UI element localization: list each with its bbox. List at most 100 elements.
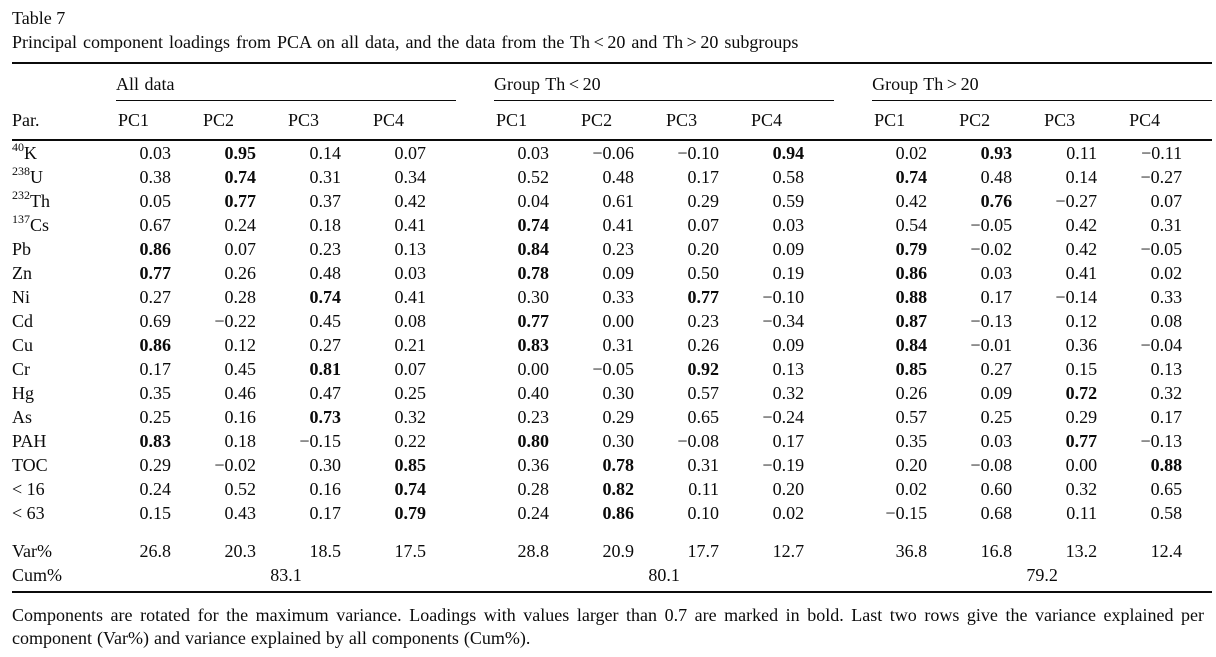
loading-cell: 0.20 (895, 454, 928, 475)
loading-cell: 0.12 (1065, 310, 1098, 331)
column-gap (834, 213, 872, 237)
loading-cell: 0.20 (772, 478, 805, 499)
isotope-superscript: 40 (12, 139, 24, 154)
loading-cell: −0.04 (1140, 334, 1183, 355)
loading-cell: 0.14 (309, 142, 342, 163)
variance-cell: 17.5 (394, 541, 427, 561)
loading-cell: 0.21 (394, 334, 427, 355)
column-gap (456, 563, 495, 593)
loading-cell: −0.19 (762, 454, 805, 475)
column-gap (456, 140, 494, 165)
variance-row: Var% 26.8 20.3 18.5 17.5 28.8 20.9 17.7 12.7 36.8… (12, 525, 1212, 564)
loading-cell: 0.57 (895, 406, 928, 427)
loading-cell: −0.13 (1140, 430, 1183, 451)
row-label: TOC (12, 454, 48, 475)
loading-cell: 0.27 (139, 286, 172, 307)
column-gap (456, 453, 494, 477)
loading-cell: 0.74 (309, 286, 342, 307)
loading-cell: 0.17 (309, 502, 342, 523)
loading-cell: 0.23 (687, 310, 720, 331)
column-gap (456, 261, 494, 285)
loading-cell: 0.59 (772, 190, 805, 211)
row-label: 232Th (12, 187, 50, 211)
table-row: Hg 0.35 0.46 0.47 0.25 0.40 0.30 0.57 0.32 0.26 0.… (12, 381, 1212, 405)
column-gap (456, 525, 494, 564)
variance-cell: 18.5 (309, 541, 342, 561)
column-gap (834, 477, 872, 501)
variance-cell: 16.8 (980, 541, 1013, 561)
loading-cell: 0.17 (980, 286, 1013, 307)
loading-cell: −0.05 (1140, 238, 1183, 259)
loading-cell: 0.45 (309, 310, 342, 331)
column-gap (834, 405, 872, 429)
variance-cell: 12.7 (772, 541, 805, 561)
column-gap (456, 237, 494, 261)
loading-cell: 0.00 (1065, 454, 1098, 475)
loading-cell: 0.41 (602, 214, 635, 235)
pc-column-header: PC1 (872, 100, 958, 141)
loading-cell: 0.41 (394, 214, 427, 235)
pc-column-header: PC4 (1127, 100, 1213, 141)
loading-cell: 0.35 (139, 382, 172, 403)
loading-cell: 0.18 (224, 430, 257, 451)
loading-cell: 0.17 (139, 358, 172, 379)
isotope-superscript: 137 (12, 211, 30, 226)
loading-cell: 0.25 (980, 406, 1013, 427)
loading-cell: 0.15 (139, 502, 172, 523)
row-label: Ni (12, 286, 30, 307)
loading-cell: 0.80 (517, 430, 550, 451)
table-caption: Principal component loadings from PCA on… (12, 32, 799, 52)
table-row: 40K 0.03 0.95 0.14 0.07 0.03 −0.06 −0.10 0.94 0.0… (12, 140, 1212, 165)
cumulative-cell: 79.2 (872, 563, 1213, 593)
loading-cell: −0.10 (762, 286, 805, 307)
loading-cell: 0.16 (224, 406, 257, 427)
isotope-superscript: 238 (12, 163, 30, 178)
loading-cell: 0.14 (1065, 166, 1098, 187)
loading-cell: 0.29 (1065, 406, 1098, 427)
column-gap (456, 100, 495, 141)
table-row: < 63 0.15 0.43 0.17 0.79 0.24 0.86 0.10 0.02 −0.1… (12, 501, 1212, 525)
loading-cell: 0.86 (139, 238, 172, 259)
column-gap (834, 357, 872, 381)
loading-cell: 0.30 (517, 286, 550, 307)
table-row: < 16 0.24 0.52 0.16 0.74 0.28 0.82 0.11 0.20 0.02… (12, 477, 1212, 501)
row-label: Cum% (12, 563, 116, 593)
loading-cell: 0.13 (1150, 358, 1183, 379)
loading-cell: 0.37 (309, 190, 342, 211)
loading-cell: 0.22 (394, 430, 427, 451)
loading-cell: 0.28 (224, 286, 257, 307)
column-gap (834, 189, 872, 213)
row-label: 40K (12, 139, 37, 163)
loading-cell: 0.32 (772, 382, 805, 403)
loading-cell: −0.24 (762, 406, 805, 427)
loading-cell: 0.11 (1066, 142, 1098, 163)
column-gap (834, 563, 873, 593)
row-label: < 16 (12, 478, 45, 499)
column-gap (456, 63, 494, 101)
table-row: Zn 0.77 0.26 0.48 0.03 0.78 0.09 0.50 0.19 0.86 0.… (12, 261, 1212, 285)
loading-cell: 0.68 (980, 502, 1013, 523)
table-row: 137Cs 0.67 0.24 0.18 0.41 0.74 0.41 0.07 0.03 0.5… (12, 213, 1212, 237)
loading-cell: 0.32 (1065, 478, 1098, 499)
loading-cell: 0.88 (1150, 454, 1183, 475)
loading-cell: 0.74 (394, 478, 427, 499)
loading-cell: 0.48 (602, 166, 635, 187)
loading-cell: 0.94 (772, 142, 805, 163)
column-gap (456, 429, 494, 453)
loading-cell: 0.16 (309, 478, 342, 499)
loading-cell: −0.02 (970, 238, 1013, 259)
variance-cell: 26.8 (139, 541, 172, 561)
column-gap (456, 333, 494, 357)
row-label: As (12, 406, 33, 427)
column-gap (456, 357, 494, 381)
loading-cell: 0.30 (309, 454, 342, 475)
group-header-spacer (12, 63, 116, 101)
loading-cell: −0.08 (970, 454, 1013, 475)
loading-cell: 0.23 (602, 238, 635, 259)
loading-cell: 0.09 (980, 382, 1013, 403)
loading-cell: 0.07 (1150, 190, 1183, 211)
loading-cell: 0.82 (602, 478, 635, 499)
loading-cell: 0.60 (980, 478, 1013, 499)
loading-cell: −0.08 (677, 430, 720, 451)
loading-cell: 0.86 (602, 502, 635, 523)
